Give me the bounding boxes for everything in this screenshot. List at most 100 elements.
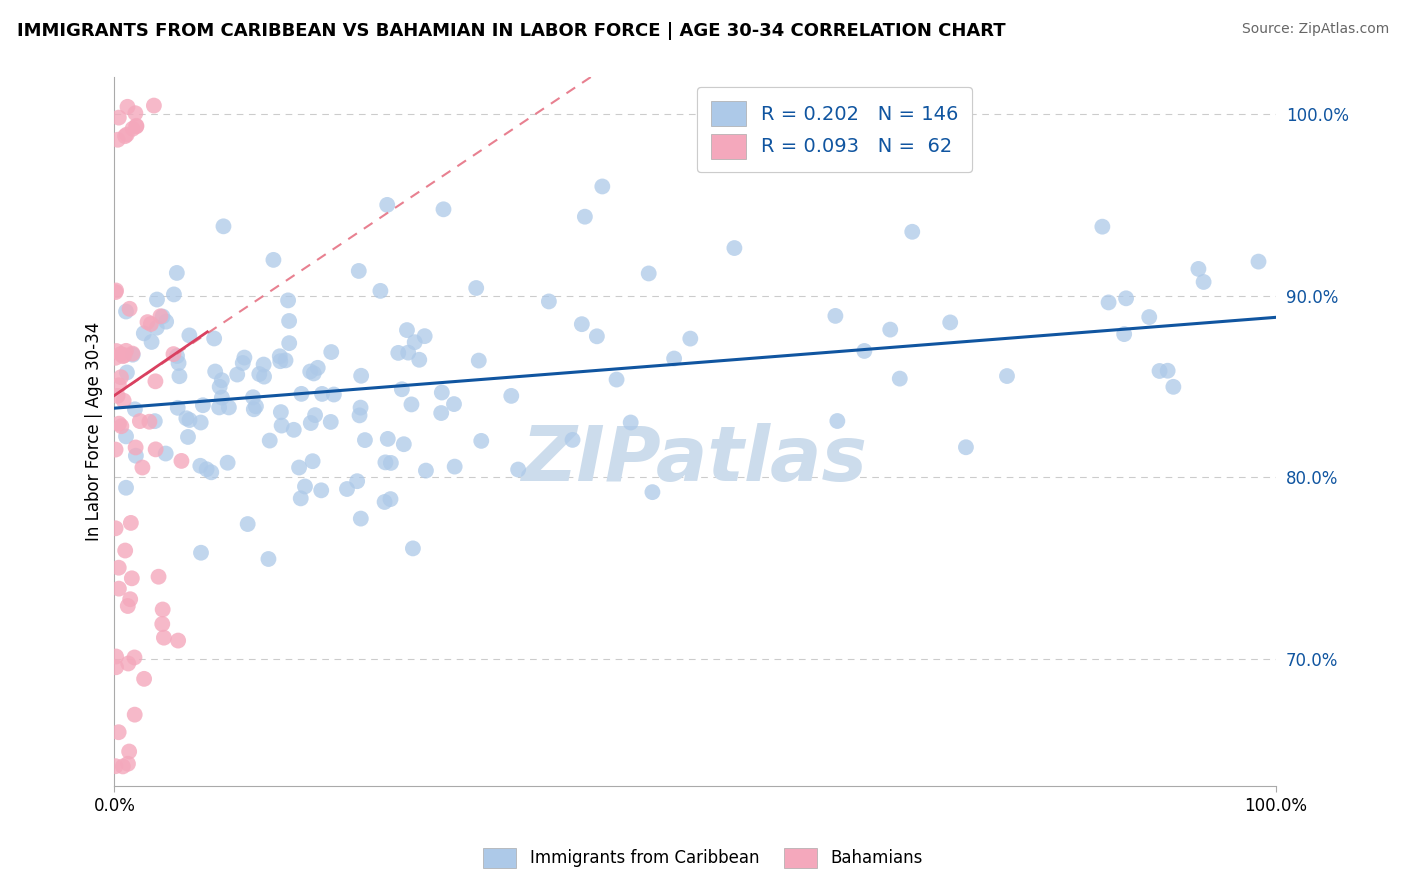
Point [190,546,212,560]
Point [208,401,231,415]
Point [138,415,160,429]
Point [145,442,167,457]
Point [117,657,139,671]
Point [270,418,292,433]
Point [132,326,155,341]
Point [128,414,150,428]
Point [117,599,139,613]
Point [278,314,301,328]
Point [995,369,1018,384]
Point [107,389,129,403]
Point [108,582,131,596]
Point [253,369,276,384]
Point [377,432,399,446]
Point [252,358,274,372]
Point [350,368,373,383]
Point [112,348,135,362]
Point [309,483,332,498]
Point [107,725,129,739]
Point [336,482,359,496]
Point [139,317,162,331]
Point [402,541,425,556]
Point [1137,310,1160,324]
Point [211,391,233,405]
Point [620,416,643,430]
Point [191,398,214,412]
Point [288,460,311,475]
Point [939,315,962,329]
Point [115,128,138,142]
Point [283,423,305,437]
Point [105,660,128,674]
Point [162,347,184,361]
Point [245,400,267,414]
Point [131,460,153,475]
Point [104,351,127,365]
Point [146,293,169,307]
Point [262,252,284,267]
Point [243,402,266,417]
Point [304,408,326,422]
Point [257,552,280,566]
Point [145,374,167,388]
Point [662,351,685,366]
Point [1097,295,1119,310]
Point [155,315,177,329]
Point [290,387,312,401]
Point [136,315,159,329]
Text: Source: ZipAtlas.com: Source: ZipAtlas.com [1241,22,1389,37]
Point [395,323,418,337]
Point [1163,380,1185,394]
Legend: R = 0.202   N = 146, R = 0.093   N =  62: R = 0.202 N = 146, R = 0.093 N = 62 [697,87,972,172]
Point [212,219,235,234]
Point [1187,261,1209,276]
Point [501,389,523,403]
Point [380,492,402,507]
Point [537,294,560,309]
Point [167,633,190,648]
Point [259,434,281,448]
Point [153,631,176,645]
Point [166,266,188,280]
Point [574,210,596,224]
Point [202,331,225,345]
Point [853,343,876,358]
Point [396,345,419,359]
Point [112,393,135,408]
Point [277,293,299,308]
Point [115,304,138,318]
Point [311,387,333,401]
Point [586,329,609,343]
Point [561,433,583,447]
Text: ZIPatlas: ZIPatlas [522,423,869,497]
Point [218,401,240,415]
Point [124,707,146,722]
Point [166,349,188,363]
Point [105,344,128,359]
Text: IMMIGRANTS FROM CARIBBEAN VS BAHAMIAN IN LABOR FORCE | AGE 30-34 CORRELATION CHA: IMMIGRANTS FROM CARIBBEAN VS BAHAMIAN IN… [17,22,1005,40]
Point [195,462,218,476]
Point [606,373,628,387]
Point [152,602,174,616]
Point [432,202,454,217]
Point [152,310,174,324]
Point [107,560,129,574]
Point [591,179,613,194]
Point [121,348,143,362]
Point [404,335,426,350]
Point [723,241,745,255]
Point [430,385,453,400]
Point [120,592,142,607]
Point [508,462,530,476]
Point [955,440,977,454]
Point [107,111,129,125]
Point [118,745,141,759]
Point [827,414,849,428]
Point [322,387,344,401]
Point [111,759,134,773]
Point [1192,275,1215,289]
Point [125,449,148,463]
Point [217,456,239,470]
Point [145,320,167,334]
Point [121,571,143,585]
